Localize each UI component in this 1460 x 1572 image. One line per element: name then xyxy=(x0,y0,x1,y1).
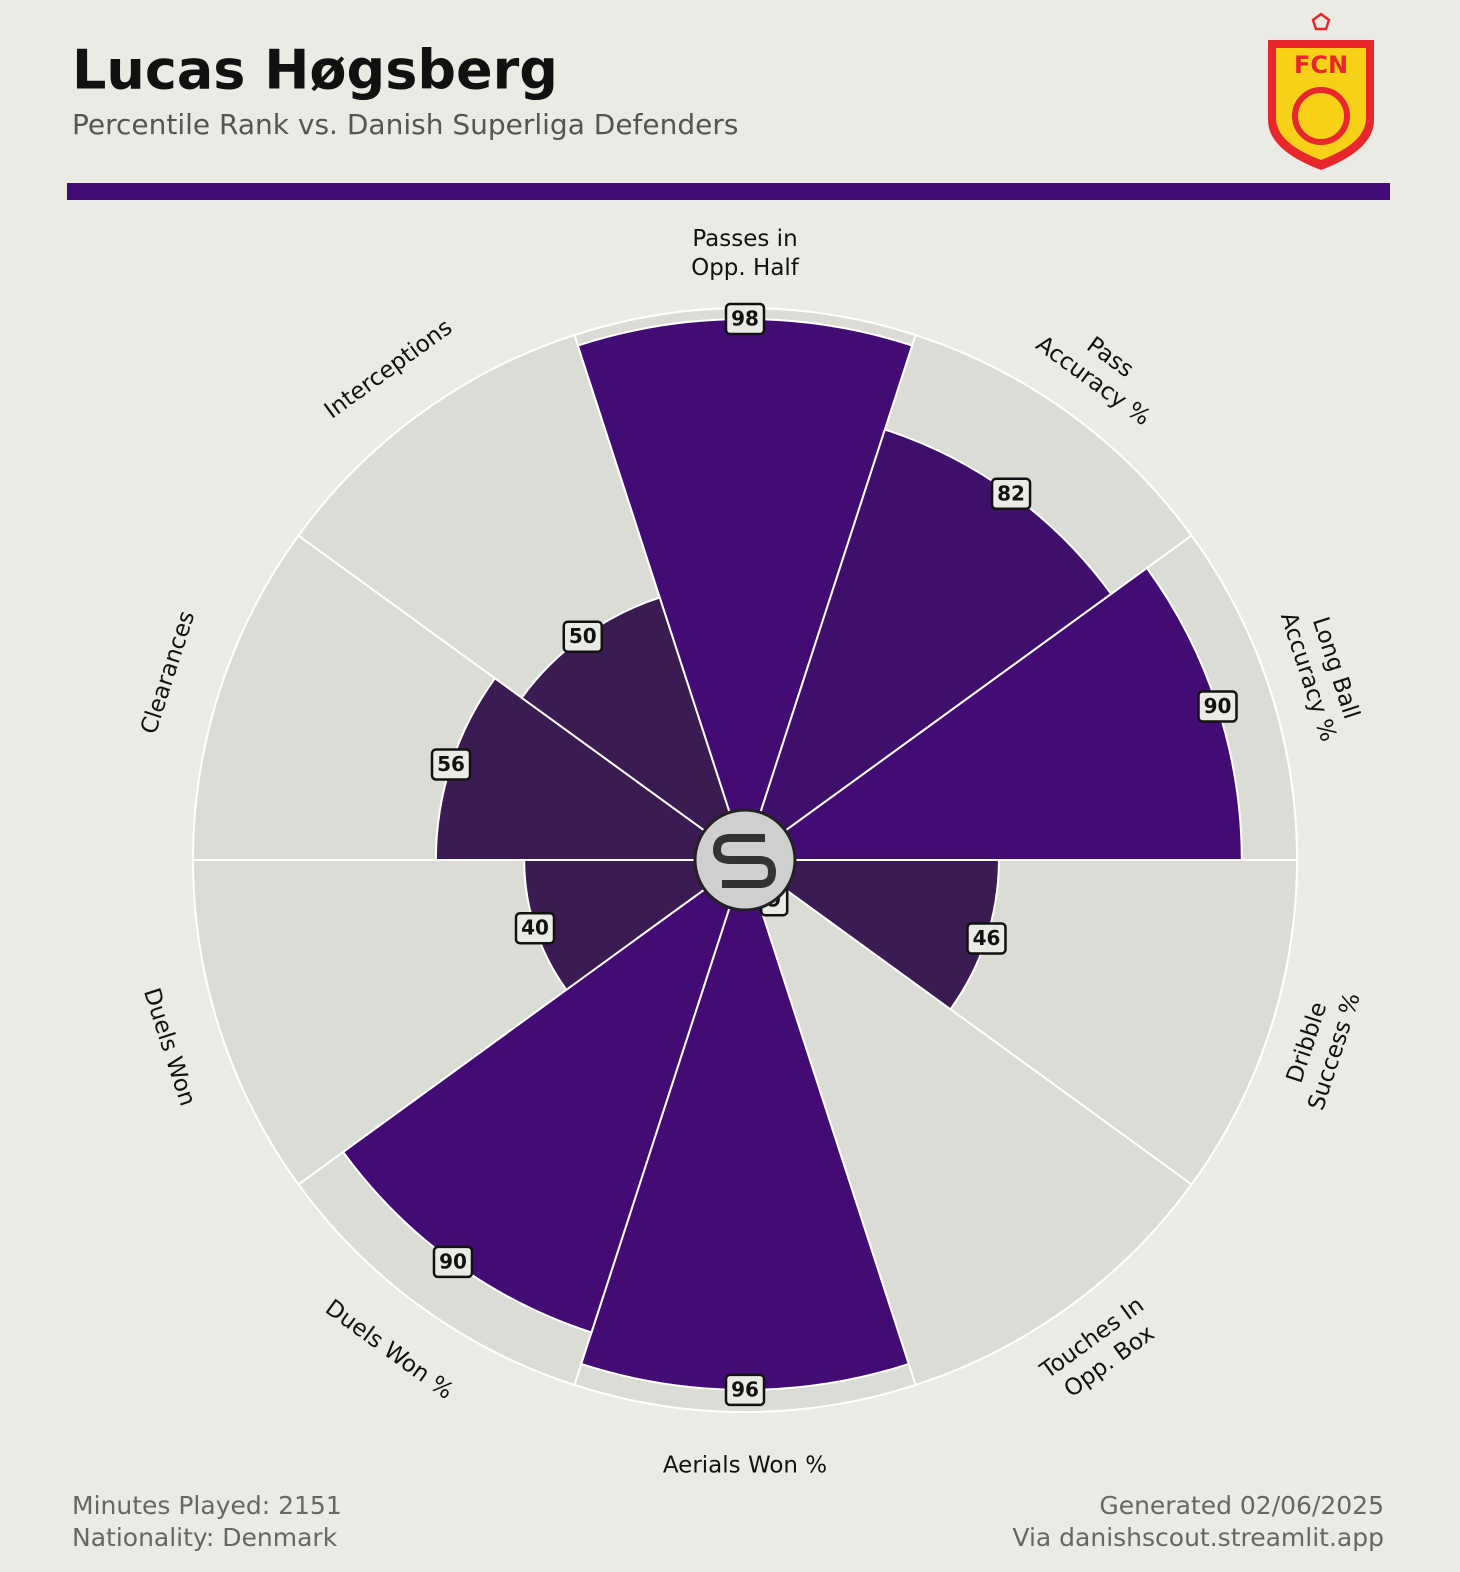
footer-text: Minutes Played: 2151 xyxy=(72,1491,342,1520)
value-label: 50 xyxy=(569,624,597,648)
club-logo: FCN xyxy=(1268,12,1374,170)
category-label: Duels Won xyxy=(138,985,200,1109)
category-label-line: Duels Won xyxy=(138,985,200,1109)
category-label-line: Passes in xyxy=(692,226,797,252)
value-label-box xyxy=(432,1245,474,1279)
category-label: Passes in Opp. Half xyxy=(691,226,800,281)
value-label: 82 xyxy=(997,481,1025,505)
category-label: Aerials Won % xyxy=(663,1453,827,1479)
value-label: 96 xyxy=(731,1377,759,1401)
background-slice xyxy=(743,857,1193,1387)
hub xyxy=(693,808,797,912)
value-label: 90 xyxy=(1204,694,1232,718)
value-label-box xyxy=(966,922,1007,955)
value-label: 90 xyxy=(439,1249,467,1273)
value-label: 98 xyxy=(731,307,759,331)
value-label-box xyxy=(724,302,766,336)
value-label: 46 xyxy=(973,926,1001,950)
value-label-box xyxy=(1197,690,1238,723)
value-label: 40 xyxy=(521,916,549,940)
category-label-line: Opp. Half xyxy=(691,255,800,281)
header-bar xyxy=(67,183,1390,200)
value-label-box xyxy=(724,1373,766,1407)
category-label-line: Clearances xyxy=(136,608,200,737)
category-label: Clearances xyxy=(136,608,200,737)
value-label-box xyxy=(514,911,556,945)
value-label-box xyxy=(562,620,604,653)
footer-text: Via danishscout.streamlit.app xyxy=(1012,1523,1384,1552)
footer-text: Generated 02/06/2025 xyxy=(1099,1491,1384,1520)
value-label: 56 xyxy=(437,752,465,776)
category-label-line: Aerials Won % xyxy=(663,1453,827,1479)
svg-text:FCN: FCN xyxy=(1294,51,1348,79)
value-label-box xyxy=(990,477,1032,511)
footer-text: Nationality: Denmark xyxy=(72,1523,338,1552)
value-label-box xyxy=(430,748,472,781)
title: Lucas Høgsberg xyxy=(72,39,558,102)
subtitle: Percentile Rank vs. Danish Superliga Def… xyxy=(72,108,738,141)
